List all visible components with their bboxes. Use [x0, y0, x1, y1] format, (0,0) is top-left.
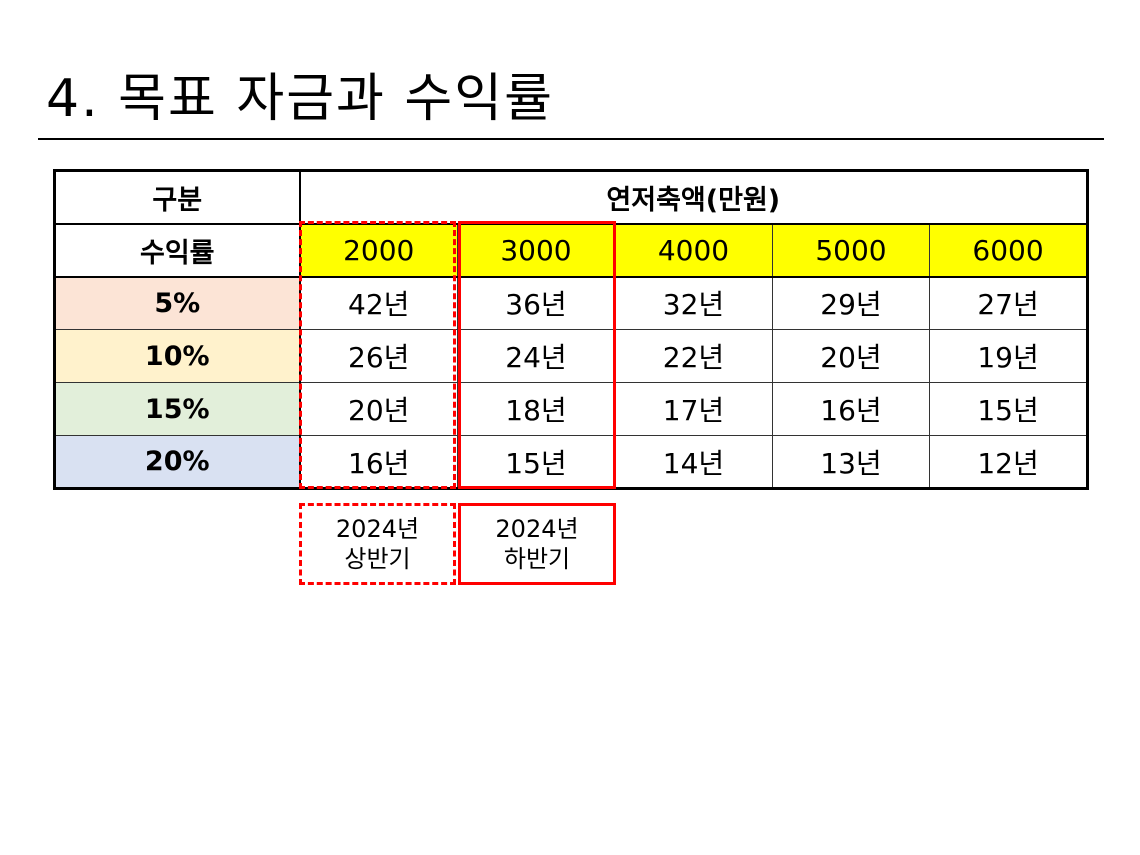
- table-cell: 29년: [772, 276, 930, 330]
- note-period: 하반기: [503, 545, 571, 573]
- table-cell: 20년: [299, 382, 458, 436]
- header-return-rate: 수익률: [54, 223, 301, 278]
- rate-label: 5%: [54, 276, 301, 330]
- amount-4000: 4000: [614, 223, 773, 278]
- second-half-highlight-box: [458, 221, 616, 489]
- table-cell: 36년: [457, 276, 615, 330]
- table-row: 5% 42년 36년 32년 29년 27년: [54, 276, 1089, 330]
- table-cell: 27년: [928, 276, 1089, 330]
- rate-label: 20%: [54, 435, 301, 489]
- table-cell: 32년: [614, 276, 773, 330]
- amount-6000: 6000: [928, 223, 1089, 278]
- table-cell: 22년: [614, 329, 773, 383]
- amount-2000: 2000: [299, 223, 458, 278]
- header-category: 구분: [54, 170, 301, 225]
- table-cell: 12년: [928, 435, 1089, 489]
- amount-row: 수익률 2000 3000 4000 5000 6000: [54, 223, 1089, 278]
- note-year: 2024년: [495, 515, 579, 543]
- table-cell: 13년: [772, 435, 930, 489]
- table-row: 10% 26년 24년 22년 20년 19년: [54, 329, 1089, 383]
- table-cell: 26년: [299, 329, 458, 383]
- note-year: 2024년: [335, 515, 420, 543]
- table-row: 15% 20년 18년 17년 16년 15년: [54, 382, 1089, 436]
- table-header-row: 구분 연저축액(만원): [54, 170, 1089, 225]
- second-half-note: 2024년 하반기: [458, 503, 616, 585]
- table-cell: 20년: [772, 329, 930, 383]
- table-cell: 16년: [772, 382, 930, 436]
- savings-years-table: 구분 연저축액(만원) 수익률 2000 3000 4000 5000 6000…: [53, 169, 1090, 490]
- table-cell: 17년: [614, 382, 773, 436]
- amount-5000: 5000: [772, 223, 930, 278]
- header-annual-savings: 연저축액(만원): [298, 170, 1089, 225]
- table-cell: 42년: [299, 276, 458, 330]
- table-cell: 19년: [928, 329, 1089, 383]
- table-cell: 15년: [457, 435, 615, 489]
- rate-label: 10%: [54, 329, 301, 383]
- first-half-highlight-box: [299, 221, 456, 489]
- title-underline: [38, 138, 1104, 140]
- first-half-note: 2024년 상반기: [299, 503, 456, 585]
- slide-title: 4. 목표 자금과 수익률: [46, 69, 554, 129]
- table-row: 20% 16년 15년 14년 13년 12년: [54, 435, 1089, 489]
- table-cell: 15년: [928, 382, 1089, 436]
- table-cell: 14년: [614, 435, 773, 489]
- rate-label: 15%: [54, 382, 301, 436]
- note-period: 상반기: [344, 545, 411, 573]
